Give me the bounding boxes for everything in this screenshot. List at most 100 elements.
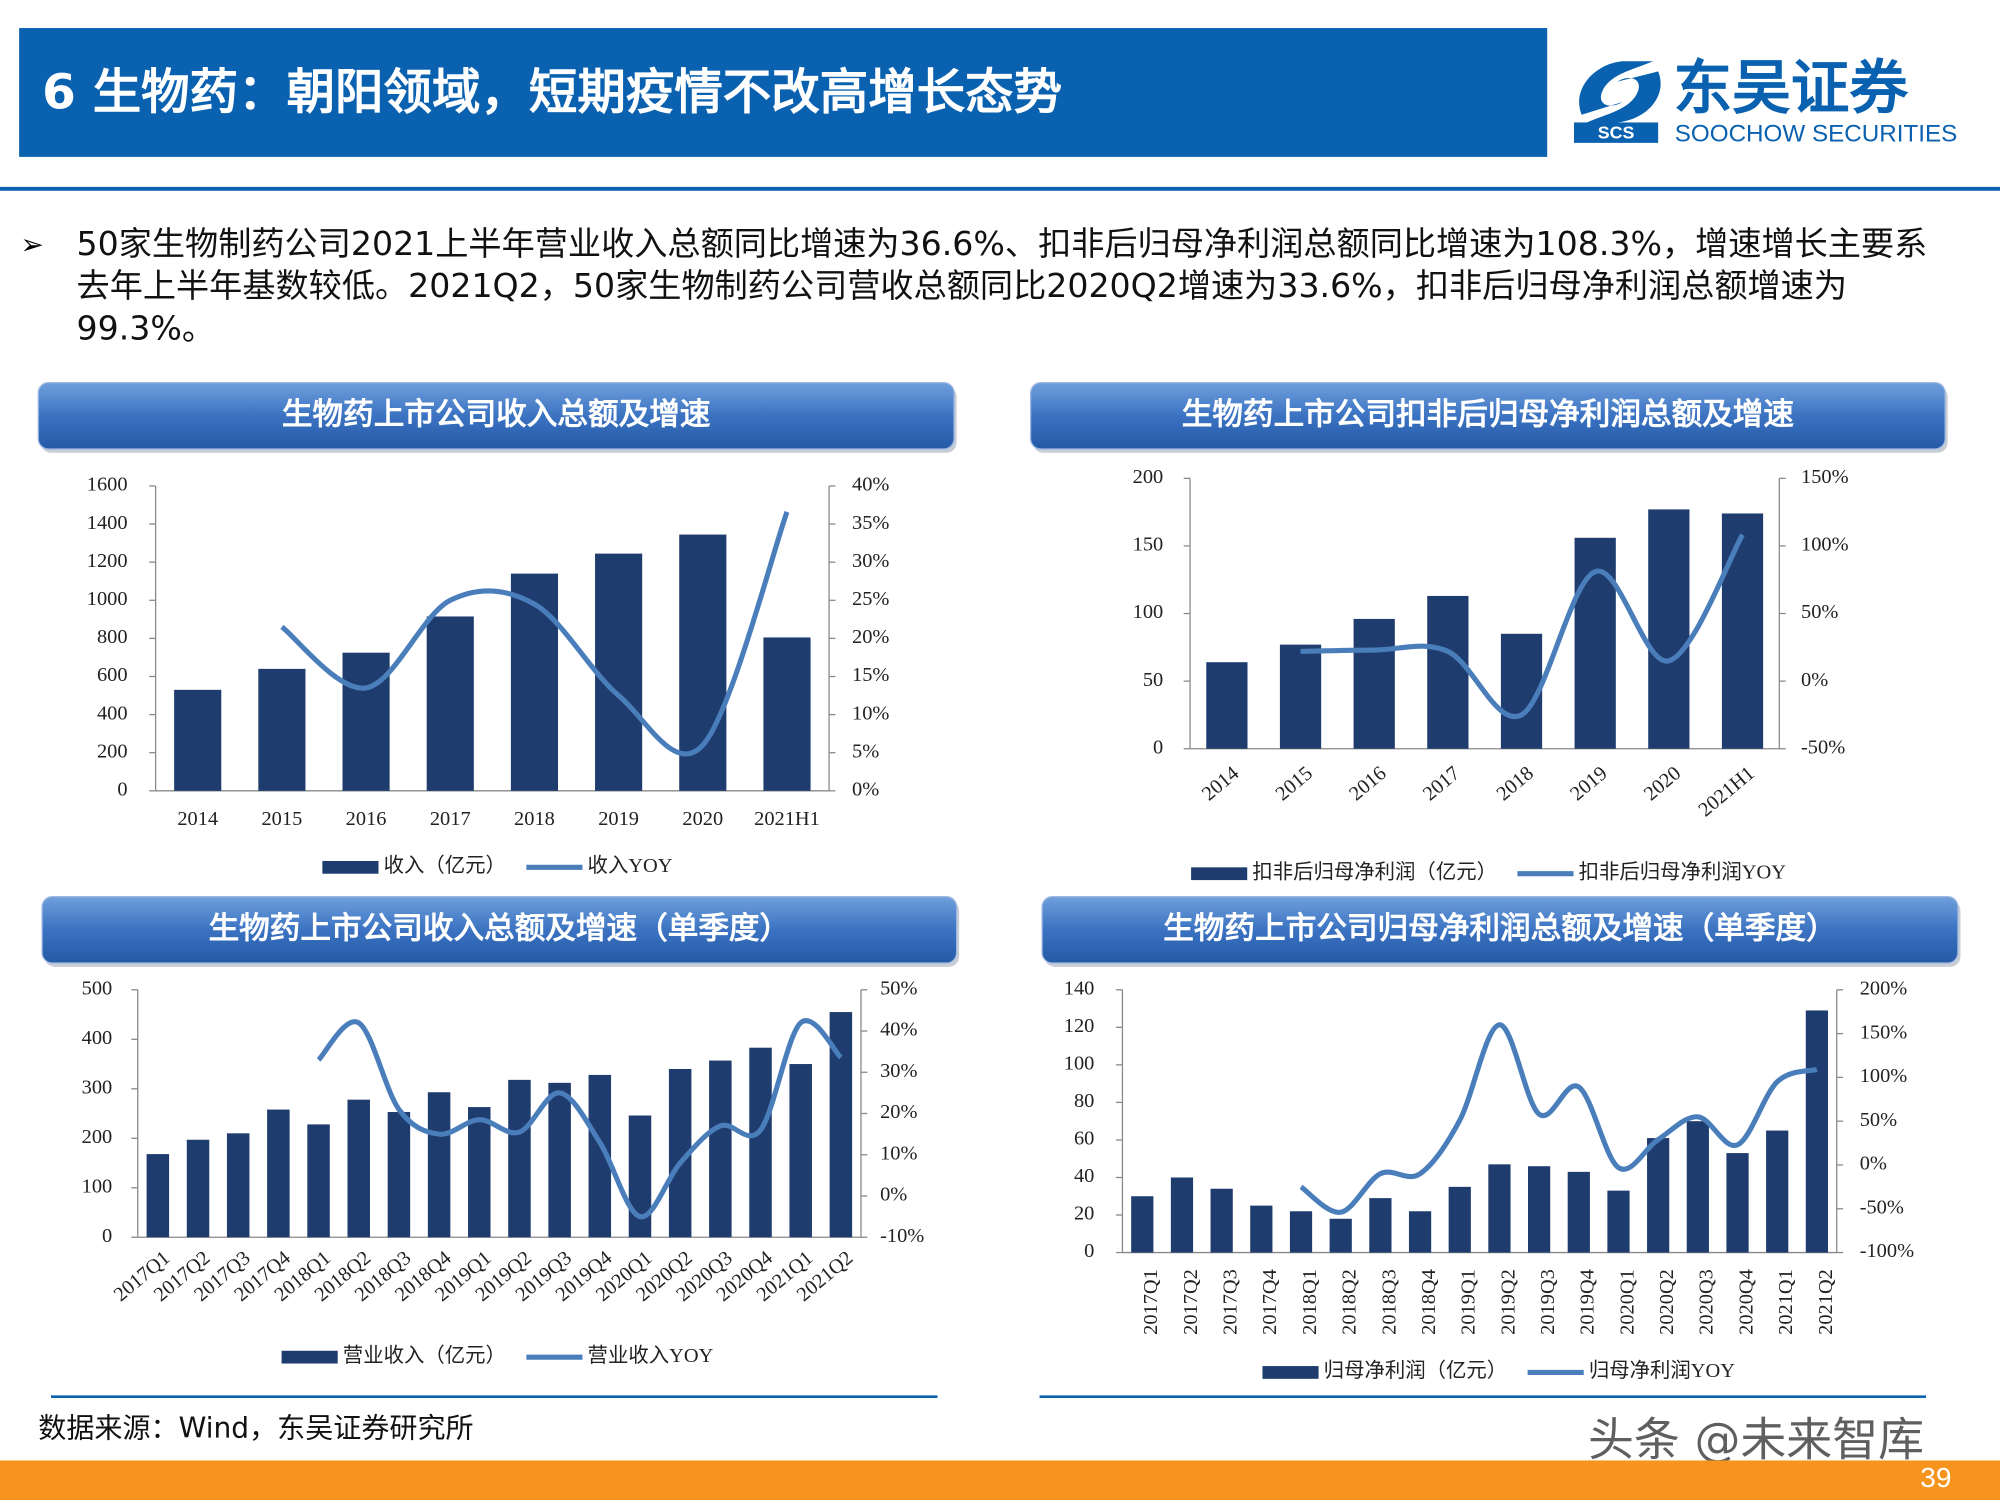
bar xyxy=(1721,513,1764,749)
y2-tick-label: 30% xyxy=(852,550,889,572)
y-tick-label: 200 xyxy=(82,1126,113,1148)
bar xyxy=(1528,1166,1551,1253)
bar xyxy=(1488,1164,1511,1253)
line xyxy=(280,511,790,757)
x-tick-label: 2019Q3 xyxy=(1537,1269,1559,1335)
x-tick-label: 2021H1 xyxy=(754,808,820,830)
y2-tick-label: 40% xyxy=(880,1019,917,1041)
logo-en: SOOCHOW SECURITIES xyxy=(1675,121,1958,148)
bar xyxy=(1250,1205,1273,1253)
x-tick-label: 2018 xyxy=(514,808,555,830)
legend-swatch xyxy=(281,1350,338,1364)
y-tick-label: 400 xyxy=(97,702,128,724)
y-tick-label: 1000 xyxy=(87,588,128,610)
bar xyxy=(226,1133,250,1238)
bar xyxy=(1766,1130,1789,1253)
y2-tick-label: 35% xyxy=(852,512,889,534)
bar xyxy=(1131,1196,1154,1253)
bar xyxy=(595,553,643,791)
y-tick-label: 400 xyxy=(82,1027,113,1049)
y-tick-label: 20 xyxy=(1074,1203,1094,1225)
y2-tick-label: 100% xyxy=(1801,534,1849,556)
x-tick-label: 2014 xyxy=(177,808,218,830)
bar xyxy=(1206,662,1248,749)
x-tick-label: 2020 xyxy=(682,808,723,830)
y-tick-label: 100 xyxy=(82,1175,113,1197)
bar xyxy=(1170,1177,1194,1253)
x-tick-label: 2019 xyxy=(1566,762,1611,805)
chart-title: 生物药上市公司收入总额及增速（单季度） xyxy=(209,910,791,946)
y-tick-label: 80 xyxy=(1074,1090,1094,1112)
footer-bar xyxy=(0,1460,2000,1500)
legend: 归母净利润（亿元） 归母净利润YOY xyxy=(1262,1359,1735,1382)
y-tick-label: 200 xyxy=(1133,466,1164,488)
y-tick-label: 800 xyxy=(97,626,128,648)
bar xyxy=(1500,633,1543,749)
bar xyxy=(1289,1211,1313,1253)
bar xyxy=(1567,1171,1590,1253)
y2-tick-label: 100% xyxy=(1860,1065,1908,1087)
line xyxy=(1299,1022,1818,1215)
y-tick-label: 0 xyxy=(1084,1240,1094,1262)
x-tick-label: 2015 xyxy=(1272,762,1317,805)
bar xyxy=(1448,1186,1471,1253)
y-tick-label: 140 xyxy=(1064,977,1095,999)
legend: 营业收入（亿元） 营业收入YOY xyxy=(281,1344,714,1367)
x-tick-label: 2020Q2 xyxy=(1656,1269,1678,1335)
bar xyxy=(342,652,390,791)
bar xyxy=(426,616,474,791)
legend: 扣非后归母净利润（亿元） 扣非后归母净利润YOY xyxy=(1191,860,1786,883)
y2-tick-label: 0% xyxy=(880,1184,907,1206)
bar xyxy=(588,1074,612,1238)
x-tick-label: 2014 xyxy=(1198,762,1243,805)
x-tick-label: 2018Q4 xyxy=(1418,1269,1440,1335)
y2-tick-label: 15% xyxy=(852,664,889,686)
y2-tick-label: 50% xyxy=(1801,601,1838,623)
y2-tick-label: 5% xyxy=(852,740,879,762)
y-tick-label: 100 xyxy=(1064,1053,1095,1075)
x-tick-label: 2018 xyxy=(1493,762,1538,805)
x-tick-label: 2016 xyxy=(1345,762,1390,805)
bar xyxy=(749,1047,772,1238)
chart-title: 生物药上市公司扣非后归母净利润总额及增速 xyxy=(1182,396,1795,432)
y-tick-label: 1400 xyxy=(87,512,128,534)
bar xyxy=(174,689,222,791)
bar xyxy=(510,573,559,791)
header-title: 6 生物药：朝阳领域，短期疫情不改高增长态势 xyxy=(19,28,1548,157)
y-tick-label: 60 xyxy=(1074,1128,1094,1150)
y-tick-label: 0 xyxy=(117,779,127,801)
x-tick-label: 2020Q1 xyxy=(1616,1269,1638,1335)
y2-tick-label: 50% xyxy=(1860,1109,1897,1131)
source: 数据来源：Wind，东吴证券研究所 xyxy=(38,1413,474,1446)
legend-label: 扣非后归母净利润（亿元） xyxy=(1252,860,1497,883)
bar xyxy=(1427,595,1469,749)
bar xyxy=(1279,644,1322,749)
y2-tick-label: -10% xyxy=(880,1225,924,1247)
legend-label: 收入YOY xyxy=(588,854,673,877)
logo-mark: SCS xyxy=(1598,123,1635,143)
bar xyxy=(709,1060,732,1238)
bar xyxy=(267,1109,290,1238)
y2-tick-label: 0% xyxy=(852,779,879,801)
y2-tick-label: -100% xyxy=(1860,1240,1914,1262)
x-tick-label: 2018Q1 xyxy=(1299,1269,1321,1335)
bar xyxy=(763,637,811,791)
bar xyxy=(789,1064,812,1238)
y2-tick-label: 150% xyxy=(1801,466,1849,488)
y2-tick-label: 50% xyxy=(880,977,917,999)
y-tick-label: 50 xyxy=(1143,669,1163,691)
bar xyxy=(548,1082,571,1238)
x-tick-label: 2021H1 xyxy=(1694,762,1758,821)
x-tick-label: 2019Q2 xyxy=(1497,1269,1519,1335)
legend-label: 收入（亿元） xyxy=(384,854,506,877)
bar xyxy=(1647,1138,1670,1253)
bar xyxy=(1607,1190,1630,1253)
bar xyxy=(1408,1211,1432,1253)
y-tick-label: 200 xyxy=(97,740,128,762)
x-tick-label: 2019 xyxy=(598,808,639,830)
title-banner xyxy=(41,896,958,964)
title-banner xyxy=(1041,896,1959,964)
chart-title: 生物药上市公司归母净利润总额及增速（单季度） xyxy=(1163,910,1836,946)
